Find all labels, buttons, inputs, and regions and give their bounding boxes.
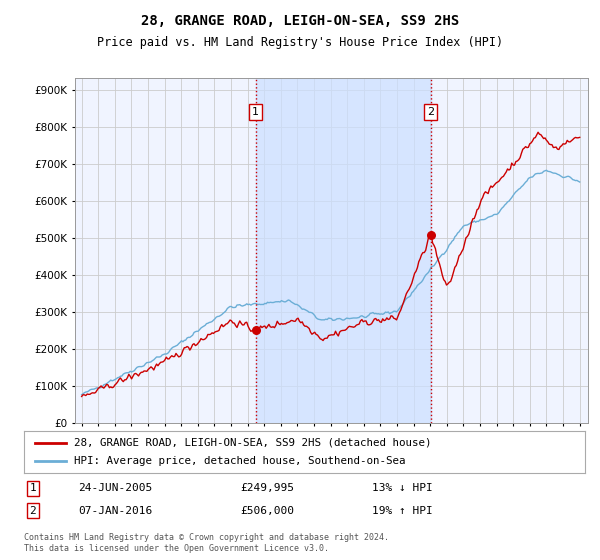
Text: 1: 1: [252, 107, 259, 116]
Text: 13% ↓ HPI: 13% ↓ HPI: [372, 483, 433, 493]
Point: [426, 231, 436, 240]
Text: 2: 2: [29, 506, 37, 516]
Text: Contains HM Land Registry data © Crown copyright and database right 2024.
This d: Contains HM Land Registry data © Crown c…: [24, 533, 389, 553]
Text: £249,995: £249,995: [240, 483, 294, 493]
Text: 2: 2: [427, 107, 434, 116]
Text: HPI: Average price, detached house, Southend-on-Sea: HPI: Average price, detached house, Sout…: [74, 456, 406, 466]
Text: 24-JUN-2005: 24-JUN-2005: [78, 483, 152, 493]
Text: 07-JAN-2016: 07-JAN-2016: [78, 506, 152, 516]
Bar: [256, 78, 431, 423]
Text: Price paid vs. HM Land Registry's House Price Index (HPI): Price paid vs. HM Land Registry's House …: [97, 36, 503, 49]
Text: £506,000: £506,000: [240, 506, 294, 516]
Point: [251, 326, 260, 335]
Text: 1: 1: [29, 483, 37, 493]
Text: 19% ↑ HPI: 19% ↑ HPI: [372, 506, 433, 516]
Text: 28, GRANGE ROAD, LEIGH-ON-SEA, SS9 2HS: 28, GRANGE ROAD, LEIGH-ON-SEA, SS9 2HS: [141, 14, 459, 28]
Text: 28, GRANGE ROAD, LEIGH-ON-SEA, SS9 2HS (detached house): 28, GRANGE ROAD, LEIGH-ON-SEA, SS9 2HS (…: [74, 438, 432, 448]
